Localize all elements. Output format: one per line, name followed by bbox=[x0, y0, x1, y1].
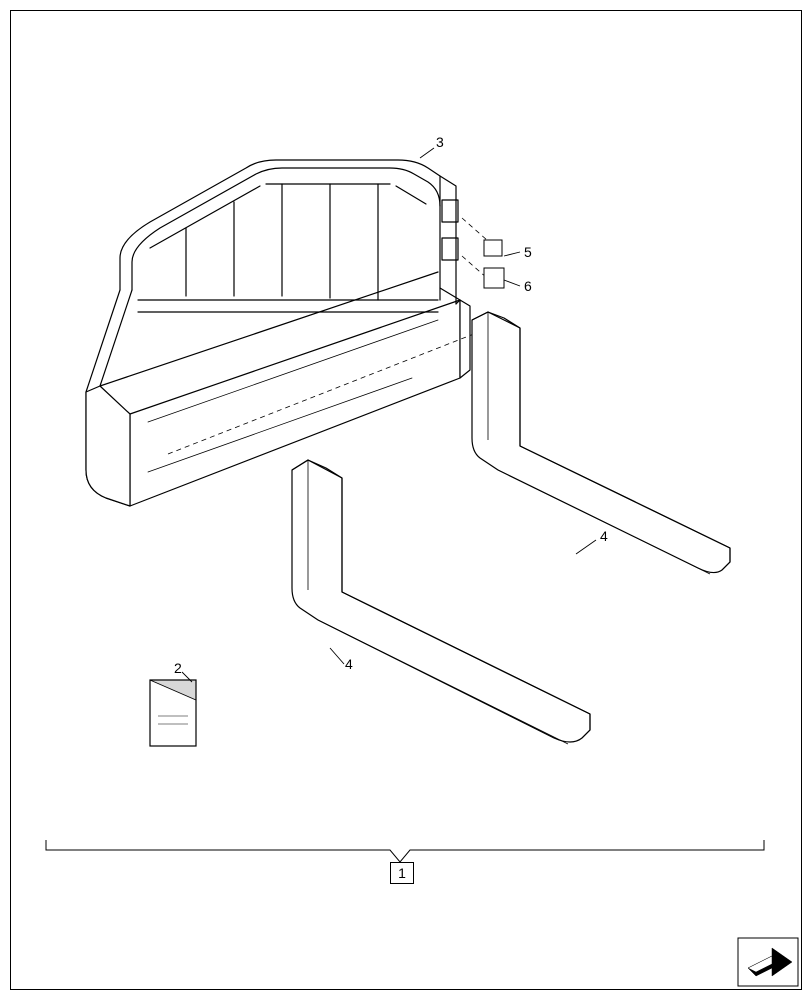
callout-2: 2 bbox=[174, 660, 182, 676]
parts-drawing bbox=[0, 0, 812, 1000]
callout-3: 3 bbox=[436, 134, 444, 150]
callout-1-assembly: 1 bbox=[390, 862, 414, 884]
callout-4-front: 4 bbox=[345, 656, 353, 672]
callout-4-rear: 4 bbox=[600, 528, 608, 544]
next-page-icon[interactable] bbox=[738, 938, 798, 986]
callout-6: 6 bbox=[524, 278, 532, 294]
callout-5: 5 bbox=[524, 244, 532, 260]
diagram-page: 3 5 6 4 4 2 1 bbox=[0, 0, 812, 1000]
